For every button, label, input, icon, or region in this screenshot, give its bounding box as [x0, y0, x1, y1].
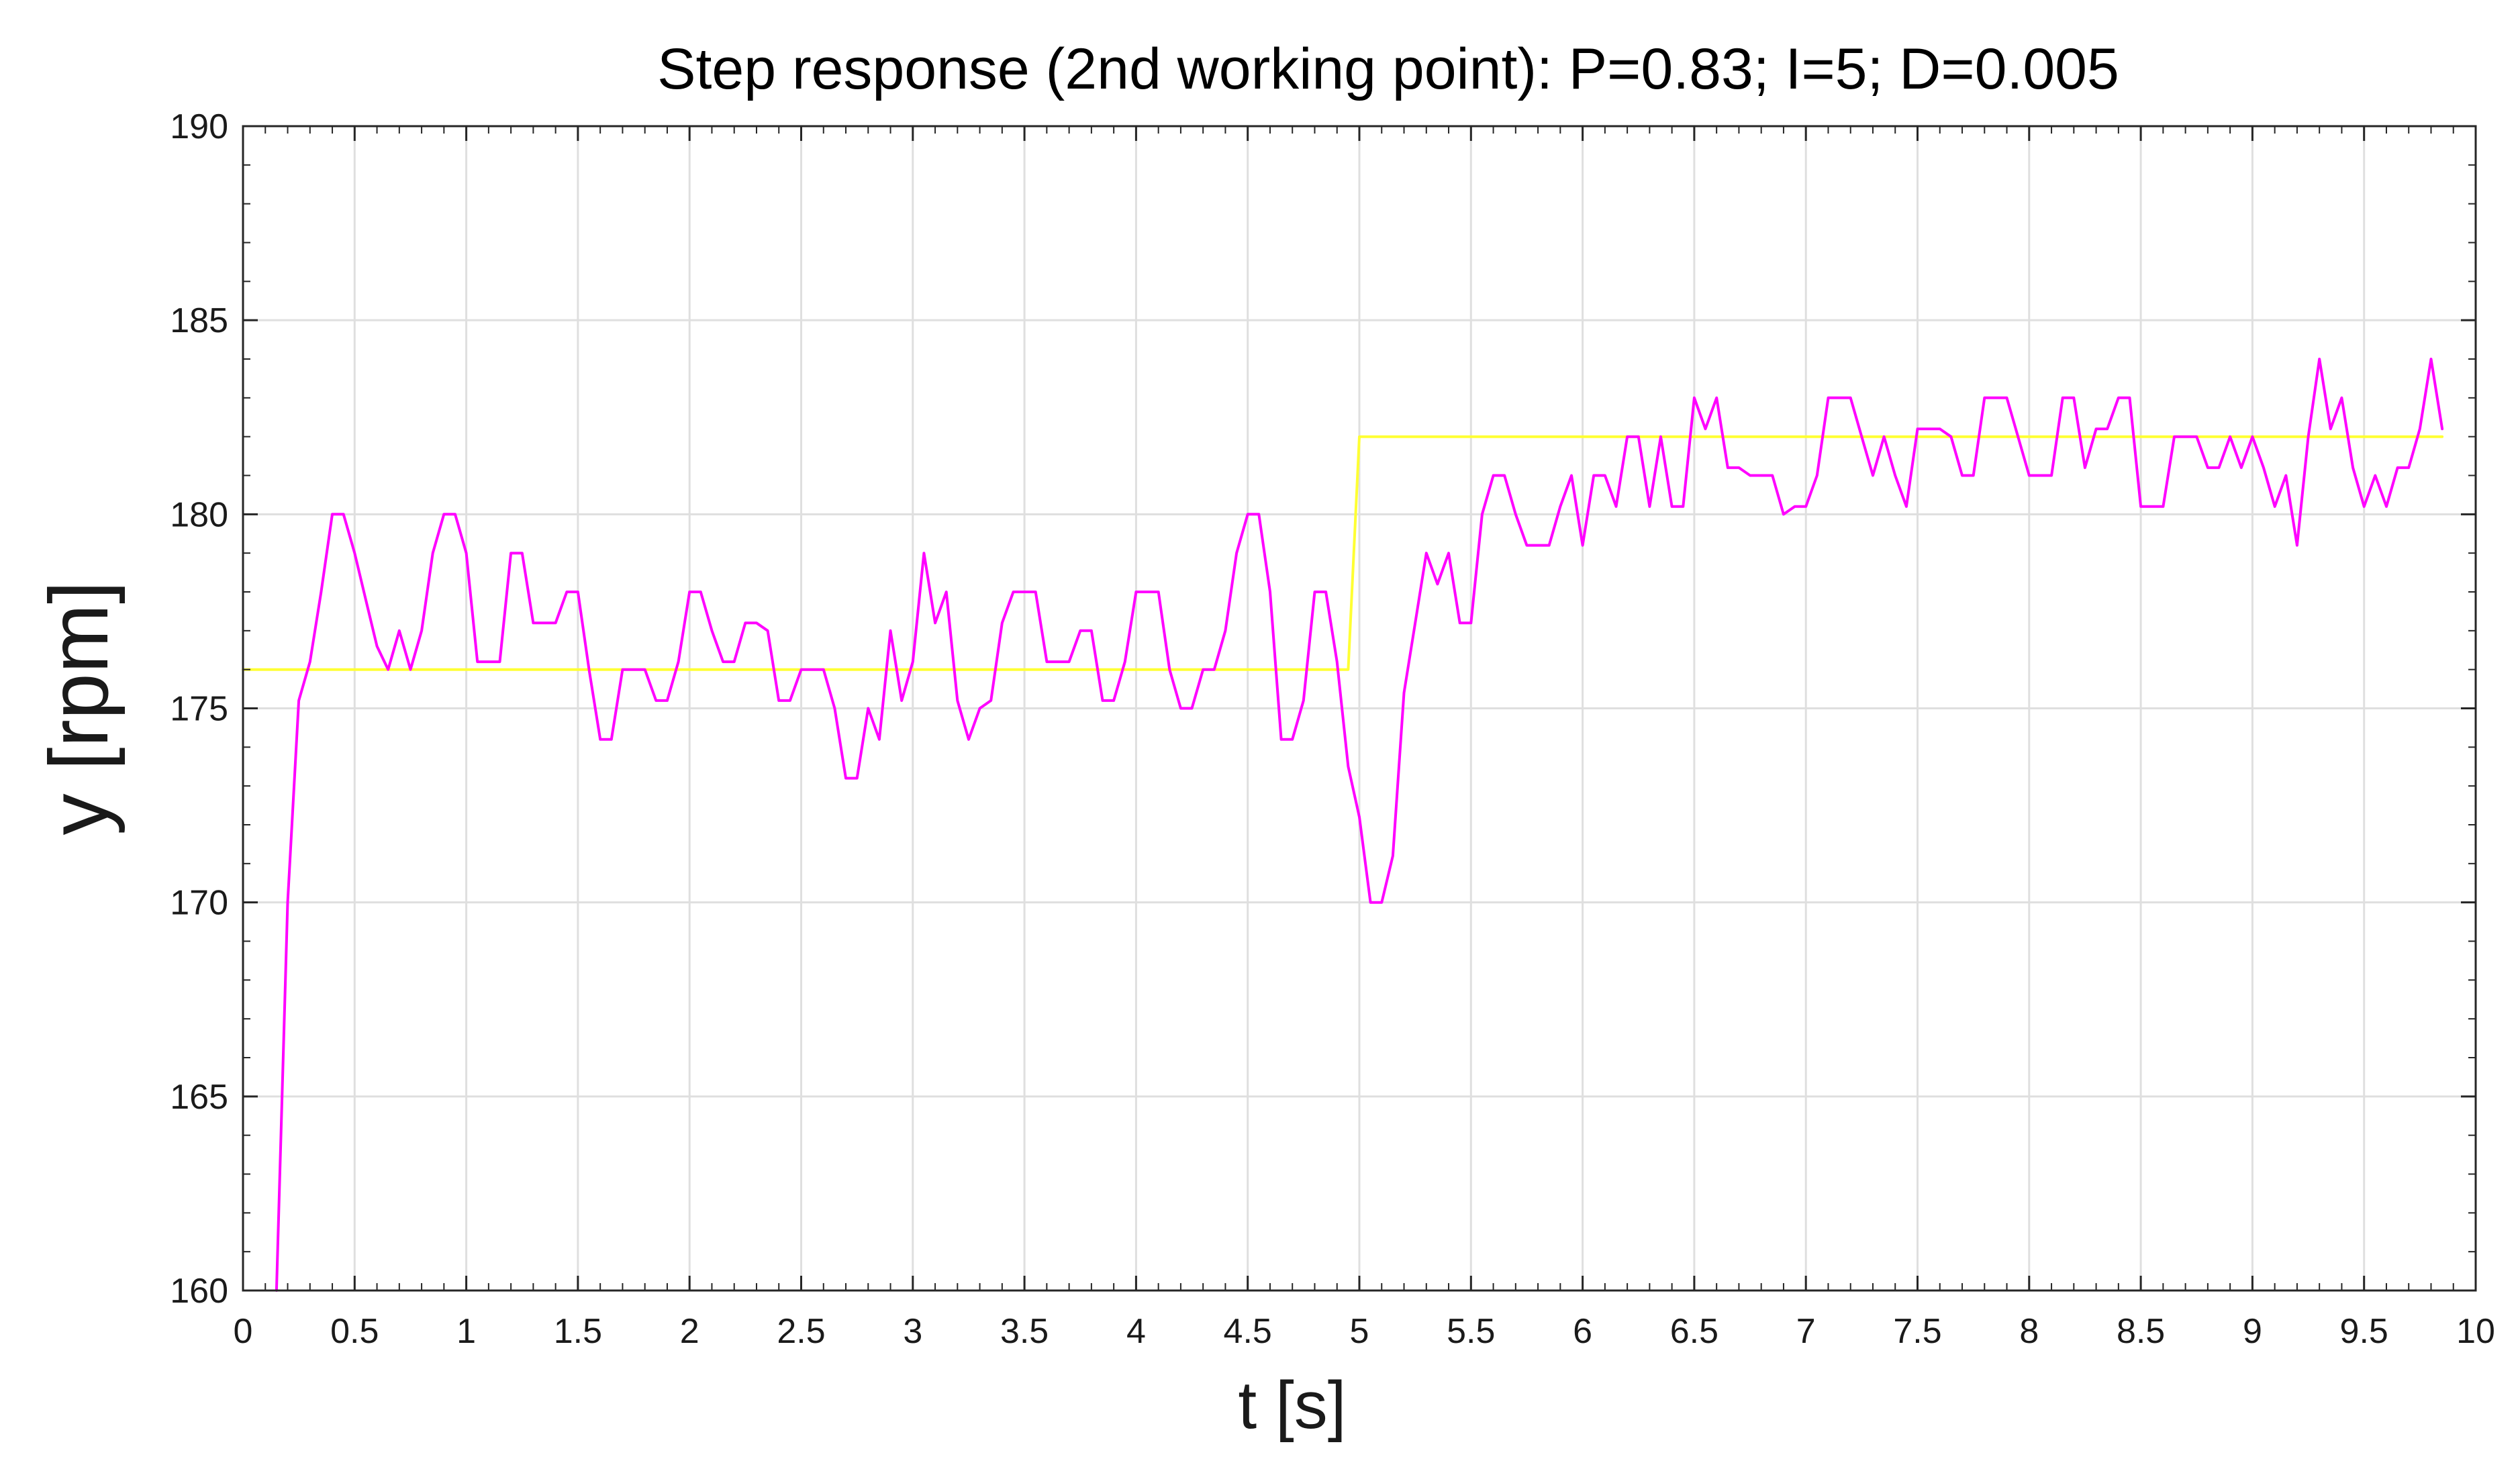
x-tick-label: 3 — [903, 1312, 922, 1351]
plot-series — [242, 358, 2444, 1292]
x-tick-label: 2 — [680, 1312, 699, 1351]
response-line — [275, 358, 2444, 1292]
y-tick-label: 185 — [170, 301, 228, 340]
y-tick-label: 175 — [170, 690, 228, 729]
x-tick-label: 9 — [2243, 1312, 2262, 1351]
x-tick-label: 7 — [1796, 1312, 1816, 1351]
x-tick-label: 2.5 — [777, 1312, 825, 1351]
x-tick-label: 6 — [1573, 1312, 1592, 1351]
x-axis-label: t [s] — [1238, 1368, 1346, 1443]
x-tick-labels: 0 0.5 1 1.5 2 2.5 3 3.5 4 4.5 5 5.5 6 6.5 7 7.5 8 8.5 9 9.5… — [234, 1312, 2495, 1351]
y-axis-label: y [rpm] — [33, 581, 126, 836]
x-tick-label: 1 — [456, 1312, 476, 1351]
x-tick-label: 5.5 — [1447, 1312, 1495, 1351]
y-tick-label: 170 — [170, 884, 228, 923]
y-tick-label: 165 — [170, 1078, 228, 1117]
x-tick-label: 0.5 — [330, 1312, 379, 1351]
axis-ticks — [242, 125, 2477, 1292]
x-tick-label: 7.5 — [1893, 1312, 1941, 1351]
y-tick-label: 190 — [170, 107, 228, 146]
x-tick-label: 5 — [1350, 1312, 1369, 1351]
x-tick-label: 6.5 — [1670, 1312, 1718, 1351]
x-tick-label: 3.5 — [1000, 1312, 1049, 1351]
x-tick-label: 4.5 — [1224, 1312, 1272, 1351]
y-tick-label: 180 — [170, 495, 228, 534]
x-tick-label: 8.5 — [2117, 1312, 2165, 1351]
setpoint-line — [242, 435, 2444, 671]
x-tick-label: 4 — [1126, 1312, 1146, 1351]
x-tick-label: 10 — [2456, 1312, 2495, 1351]
y-tick-label: 160 — [170, 1272, 228, 1311]
x-tick-label: 1.5 — [554, 1312, 602, 1351]
x-tick-label: 9.5 — [2340, 1312, 2388, 1351]
y-tick-labels: 160 165 170 175 180 185 190 — [170, 107, 228, 1311]
grid-lines — [243, 126, 2476, 1291]
x-tick-label: 0 — [234, 1312, 253, 1351]
x-tick-label: 8 — [2019, 1312, 2039, 1351]
chart-title: Step response (2nd working point): P=0.8… — [657, 37, 2119, 101]
